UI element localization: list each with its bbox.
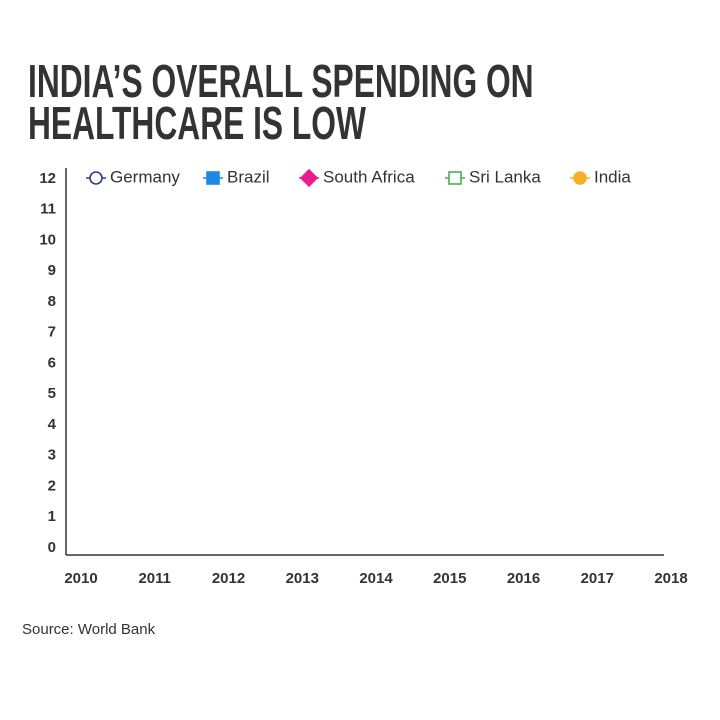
y-tick-label: 8 (48, 293, 56, 310)
x-tick-label: 2010 (64, 570, 97, 587)
y-tick-label: 1 (48, 508, 56, 525)
y-tick-label: 5 (48, 385, 56, 402)
x-tick-label: 2014 (359, 570, 393, 587)
x-tick-label: 2017 (581, 570, 614, 587)
x-tick-label: 2015 (433, 570, 466, 587)
legend-label: Sri Lanka (469, 167, 541, 186)
legend-label: Germany (110, 167, 180, 186)
legend-marker (299, 168, 319, 188)
legend-label: South Africa (323, 167, 415, 186)
legend-marker (573, 171, 587, 185)
y-tick-label: 11 (40, 201, 56, 218)
legend-marker (89, 171, 103, 185)
chart-title: INDIA’S OVERALL SPENDING ON HEALTHCARE I… (28, 55, 534, 149)
y-tick-label: 0 (48, 539, 56, 556)
source-note: Source: World Bank (22, 621, 156, 638)
legend-marker (206, 171, 220, 185)
y-tick-label: 3 (48, 447, 56, 464)
y-tick-label: 10 (39, 231, 56, 248)
legend-label: India (594, 167, 631, 186)
y-tick-label: 6 (48, 354, 56, 371)
x-tick-label: 2012 (212, 570, 245, 587)
y-tick-label: 2 (48, 477, 56, 494)
y-tick-label: 7 (48, 324, 56, 341)
x-tick-label: 2013 (286, 570, 319, 587)
y-tick-label: 4 (48, 416, 57, 433)
y-tick-label: 9 (48, 262, 56, 279)
x-tick-label: 2016 (507, 570, 540, 587)
x-tick-label: 2018 (654, 570, 687, 587)
x-tick-label: 2011 (138, 570, 171, 587)
legend-marker (448, 171, 462, 185)
legend-label: Brazil (227, 167, 270, 186)
y-tick-label: 12 (39, 170, 56, 187)
